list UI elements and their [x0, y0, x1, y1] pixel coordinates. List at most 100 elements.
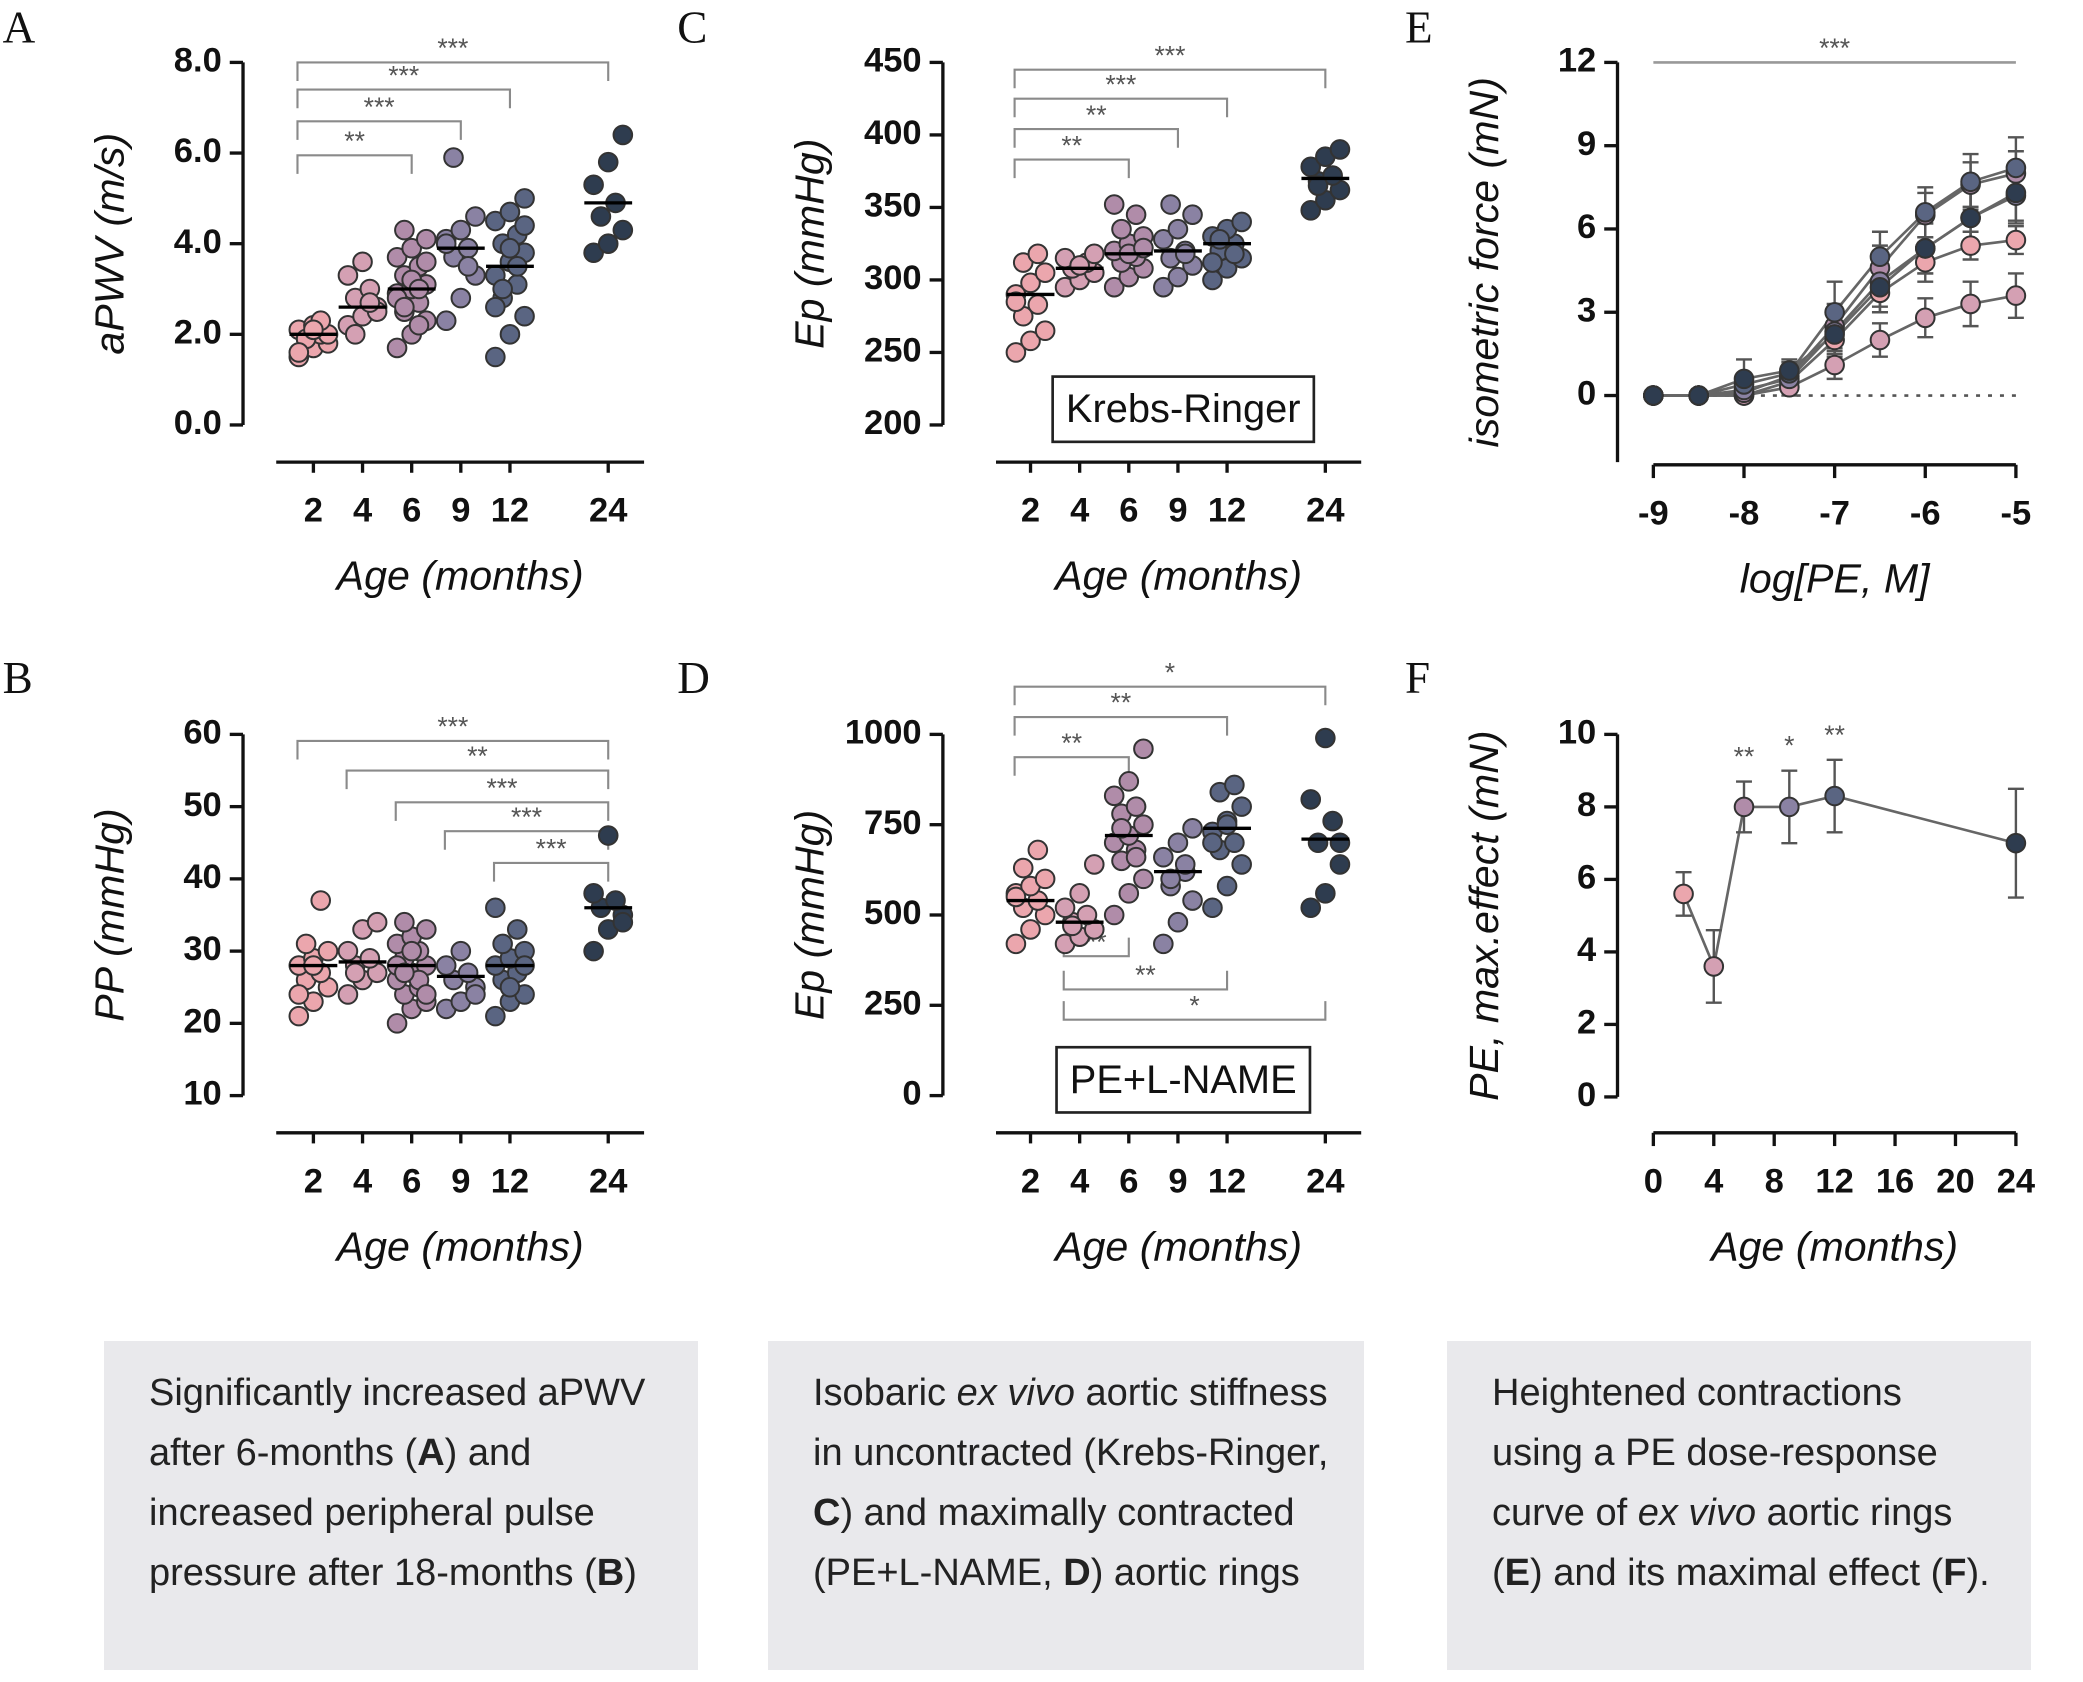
x-tick-label: 12 [491, 1162, 529, 1200]
x-axis-title: Age (months) [334, 553, 584, 599]
x-tick-label: 4 [1070, 1162, 1090, 1200]
data-point [1960, 207, 1981, 229]
data-point [1673, 883, 1694, 905]
y-tick-label: 250 [864, 984, 922, 1022]
data-point [1160, 194, 1181, 215]
x-axis-title: Age (months) [334, 1223, 584, 1269]
data-point [415, 251, 437, 273]
y-tick-label: 8 [1577, 786, 1596, 824]
data-point [1133, 868, 1154, 890]
x-tick-label: 8 [1765, 1162, 1784, 1200]
data-point [1231, 796, 1252, 817]
y-tick-label: 8.0 [174, 42, 222, 80]
caption-text: B [596, 1552, 625, 1594]
x-tick-label: 24 [589, 492, 628, 530]
data-point [485, 1005, 506, 1027]
data-point [366, 911, 388, 933]
data-point [1824, 301, 1845, 323]
data-point [337, 940, 359, 962]
data-point [485, 346, 506, 368]
data-point [1688, 385, 1709, 406]
caption-emphasis: E [1505, 1552, 1530, 1594]
data-point [1103, 904, 1125, 926]
data-point [1869, 276, 1891, 298]
y-tick-label: 200 [864, 404, 922, 442]
data-point [1153, 276, 1174, 298]
y-axis-title: Ep (mmHg) [786, 810, 832, 1020]
x-tick-label: 4 [1704, 1162, 1724, 1200]
significance-bracket [492, 861, 610, 882]
caption-emphasis: ex vivo [1638, 1492, 1756, 1534]
x-tick-label: 6 [402, 1162, 421, 1200]
y-tick-label: 2 [1577, 1004, 1596, 1042]
y-tick-label: 6 [1577, 208, 1596, 246]
caption-text: ) [624, 1552, 637, 1594]
data-point [2005, 229, 2027, 251]
x-tick-label: 0 [1644, 1162, 1663, 1200]
y-tick-label: 4.0 [174, 223, 222, 261]
data-point [1054, 897, 1076, 919]
panel-label: C [677, 2, 707, 52]
data-point [337, 265, 359, 286]
y-tick-label: 250 [864, 332, 922, 370]
x-tick-label: 24 [589, 1162, 628, 1200]
x-tick-label: 12 [491, 492, 529, 530]
data-point [583, 174, 604, 196]
x-tick-label: -8 [1729, 494, 1760, 532]
data-point [492, 933, 513, 955]
data-point [394, 911, 415, 933]
significance-label: *** [437, 712, 468, 742]
x-tick-label: 12 [1815, 1162, 1853, 1200]
significance-bracket [1013, 158, 1130, 179]
data-point [1103, 785, 1125, 807]
data-point [1914, 307, 1936, 329]
x-tick-label: -7 [1819, 494, 1850, 532]
x-tick-label: 12 [1208, 1162, 1246, 1200]
y-tick-label: 350 [864, 187, 922, 225]
data-point [1111, 818, 1132, 839]
x-tick-label: 12 [1208, 492, 1246, 530]
significance-label: *** [536, 834, 567, 864]
y-tick-label: 12 [1558, 42, 1596, 80]
significance-label: *** [1819, 33, 1850, 63]
data-point [1779, 796, 1800, 818]
data-point [310, 890, 332, 911]
caption-text: A [417, 1432, 445, 1474]
significance-label: *** [364, 92, 395, 122]
panel-label: F [1405, 653, 1430, 703]
data-point [1027, 243, 1049, 265]
significance-bracket [1013, 68, 1327, 89]
caption-text: aortic stiffness in uncontracted (Krebs-… [813, 1372, 1329, 1474]
caption-text: ) aortic rings [1090, 1552, 1300, 1594]
panel-label: E [1405, 2, 1433, 52]
data-point [1329, 832, 1351, 854]
x-axis-title: Age (months) [1052, 553, 1302, 599]
condition-box [1051, 375, 1316, 444]
data-point [288, 984, 310, 1005]
x-axis-title: Age (months) [1708, 1223, 1958, 1269]
significance-label: *** [1105, 69, 1136, 99]
significance-bracket [296, 120, 462, 140]
data-point [612, 911, 634, 933]
significance-label: ** [1086, 100, 1107, 130]
x-tick-label: 2 [304, 1162, 323, 1200]
data-point [1167, 911, 1189, 933]
data-point [1069, 255, 1090, 276]
panel-label: A [3, 2, 36, 52]
y-axis-title: PP (mmHg) [87, 808, 133, 1021]
caption-emphasis: D [1063, 1552, 1090, 1594]
data-point [1779, 360, 1800, 381]
y-tick-label: 30 [183, 930, 221, 968]
y-tick-label: 40 [183, 858, 221, 896]
significance-label: * [1165, 657, 1175, 687]
data-point [443, 147, 464, 168]
data-point [1005, 933, 1027, 955]
x-tick-label: 24 [1997, 1162, 2036, 1200]
significance-label: ** [1135, 960, 1156, 990]
data-point [597, 151, 619, 173]
significance-bracket [1013, 685, 1327, 706]
data-point [450, 219, 472, 241]
caption: Heightened contractions using a PE dose-… [1447, 1341, 2031, 1670]
caption-text: ) and its maximal effect ( [1530, 1552, 1944, 1594]
data-point [408, 314, 430, 336]
